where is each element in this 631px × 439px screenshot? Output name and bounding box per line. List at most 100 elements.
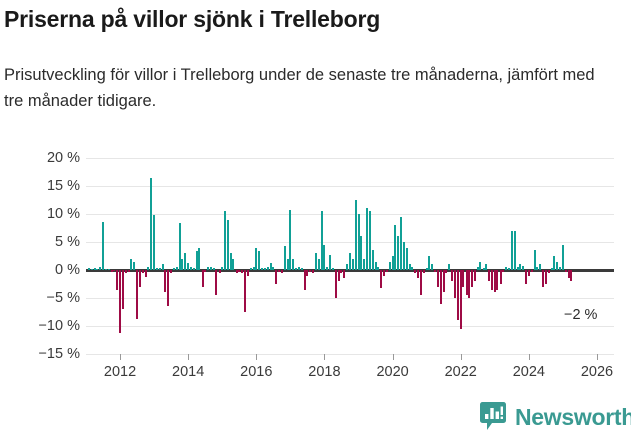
bar <box>567 270 570 279</box>
y-axis-tick-label: −15 % <box>38 346 80 362</box>
bar <box>485 264 488 270</box>
bar <box>252 267 255 270</box>
x-axis-tick-label: 2024 <box>512 364 545 380</box>
bar <box>158 267 161 270</box>
bar <box>508 267 511 270</box>
page-title: Priserna på villor sjönk i Trelleborg <box>4 6 381 32</box>
y-axis-tick-label: 20 % <box>46 150 80 166</box>
bar <box>456 270 459 321</box>
y-axis-tick-label: −10 % <box>38 318 80 334</box>
y-axis: 20 % 15 % 10 % 5 % 0 % −5 % −10 % −15 % <box>0 150 80 362</box>
bar <box>170 270 173 273</box>
bar <box>303 270 306 290</box>
bar <box>178 222 181 270</box>
bar <box>561 244 564 270</box>
bar <box>241 270 243 274</box>
bar <box>340 270 343 273</box>
bar <box>374 261 377 270</box>
bar <box>570 270 573 282</box>
bar <box>346 264 349 270</box>
end-value-annotation: −2 % <box>564 307 598 324</box>
zero-line <box>86 268 614 272</box>
bar <box>300 268 303 270</box>
bar <box>306 270 309 276</box>
bar <box>181 258 184 270</box>
bar <box>210 267 213 270</box>
bar <box>368 210 371 270</box>
bar <box>513 230 516 270</box>
bar <box>357 214 360 270</box>
bar <box>136 270 139 319</box>
bar <box>360 236 363 270</box>
bar <box>326 267 329 270</box>
plot-area <box>86 158 614 355</box>
bar <box>155 268 158 270</box>
bar <box>530 270 533 273</box>
bar <box>502 270 505 273</box>
bar <box>448 264 451 270</box>
bar <box>289 209 292 270</box>
bar <box>439 270 442 304</box>
bar <box>550 267 553 270</box>
bar <box>280 270 283 273</box>
bar <box>96 268 99 270</box>
bar <box>505 267 507 270</box>
y-axis-tick-label: 0 % <box>55 262 80 278</box>
x-axis-tick-label: 2016 <box>240 364 273 380</box>
bar <box>116 270 119 290</box>
bar <box>206 266 209 270</box>
bar <box>161 264 164 270</box>
x-axis-tick <box>596 354 598 360</box>
bar <box>249 267 252 270</box>
bar <box>519 264 522 270</box>
bar <box>363 258 366 270</box>
bar <box>487 270 490 282</box>
bar <box>90 268 93 270</box>
bar <box>547 270 550 273</box>
bar <box>431 264 434 270</box>
bar <box>309 270 312 273</box>
bar <box>215 270 218 296</box>
bar <box>107 268 110 270</box>
x-axis-tick-label: 2022 <box>444 364 477 380</box>
bar <box>465 270 468 296</box>
bar <box>87 267 90 270</box>
bar <box>172 267 175 270</box>
bar <box>425 268 428 270</box>
bar <box>150 177 153 270</box>
bar <box>334 270 337 298</box>
x-axis-tick-label: 2026 <box>580 364 614 380</box>
bar <box>337 270 340 282</box>
bar <box>544 270 547 284</box>
y-axis-tick-label: 10 % <box>46 206 80 222</box>
bar <box>476 267 479 270</box>
bar <box>445 270 448 273</box>
bar <box>394 225 397 270</box>
bar <box>198 247 201 270</box>
bar <box>255 247 258 270</box>
bar <box>383 270 386 276</box>
bar <box>323 244 326 270</box>
x-axis-tick-label: 2012 <box>103 364 137 380</box>
bar <box>388 261 391 270</box>
bar <box>223 211 226 270</box>
bar <box>536 267 539 270</box>
bar <box>459 270 462 329</box>
x-axis-tick <box>256 354 258 360</box>
y-axis-tick-label: 15 % <box>46 178 80 194</box>
bar <box>184 253 187 270</box>
bar <box>539 264 542 270</box>
gridline <box>86 354 614 355</box>
bar <box>391 256 394 270</box>
bar <box>525 270 528 284</box>
gridline <box>86 186 614 187</box>
gridline <box>86 214 614 215</box>
bar-series <box>86 158 614 354</box>
bar <box>397 236 400 270</box>
bar <box>229 253 232 270</box>
bar <box>292 258 295 270</box>
bar <box>124 270 127 273</box>
bar <box>385 270 388 273</box>
bar <box>269 263 272 270</box>
bar <box>218 270 221 273</box>
